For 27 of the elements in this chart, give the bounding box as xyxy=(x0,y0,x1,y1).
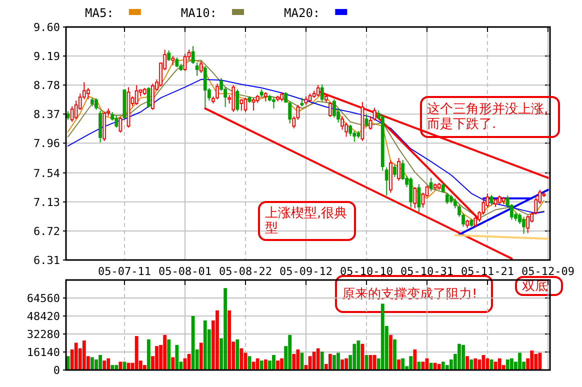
y-tick-label: 9.19 xyxy=(34,50,60,64)
y-tick-label: 7.54 xyxy=(34,166,60,180)
x-tick-label: 05-12-09 xyxy=(521,265,574,278)
y-tick-label: 16140 xyxy=(26,346,60,359)
y-tick-label: 7.96 xyxy=(34,137,60,150)
annotation: 这个三角形并没上涨,而是下跌了. xyxy=(427,102,550,132)
y-tick-label: 64560 xyxy=(26,292,60,305)
x-tick-label: 05-09-12 xyxy=(279,265,332,278)
legend-label: MA5: xyxy=(85,6,114,20)
x-tick-label: 05-07-11 xyxy=(98,265,151,278)
x-tick-label: 05-08-22 xyxy=(218,265,272,278)
legend-label: MA20: xyxy=(284,6,320,20)
y-tick-label: 9.60 xyxy=(34,21,60,34)
legend-label: MA10: xyxy=(180,6,218,20)
y-tick-label: 8.78 xyxy=(34,79,60,92)
x-tick-label: 05-10-31 xyxy=(400,265,454,278)
y-tick-label: 0 xyxy=(53,364,60,377)
x-tick-label: 05-11-21 xyxy=(460,265,514,278)
x-tick-label: 05-10-10 xyxy=(340,265,393,278)
annotation: 上涨楔型,很典型 xyxy=(265,206,348,236)
y-tick-label: 32280 xyxy=(26,328,60,341)
y-tick-label: 48420 xyxy=(26,310,60,323)
y-tick-label: 6.31 xyxy=(34,254,60,267)
y-tick-label: 8.37 xyxy=(34,108,60,122)
y-tick-label: 6.72 xyxy=(34,224,60,238)
y-tick-label: 7.13 xyxy=(34,196,60,209)
x-tick-label: 05-08-01 xyxy=(158,265,212,278)
